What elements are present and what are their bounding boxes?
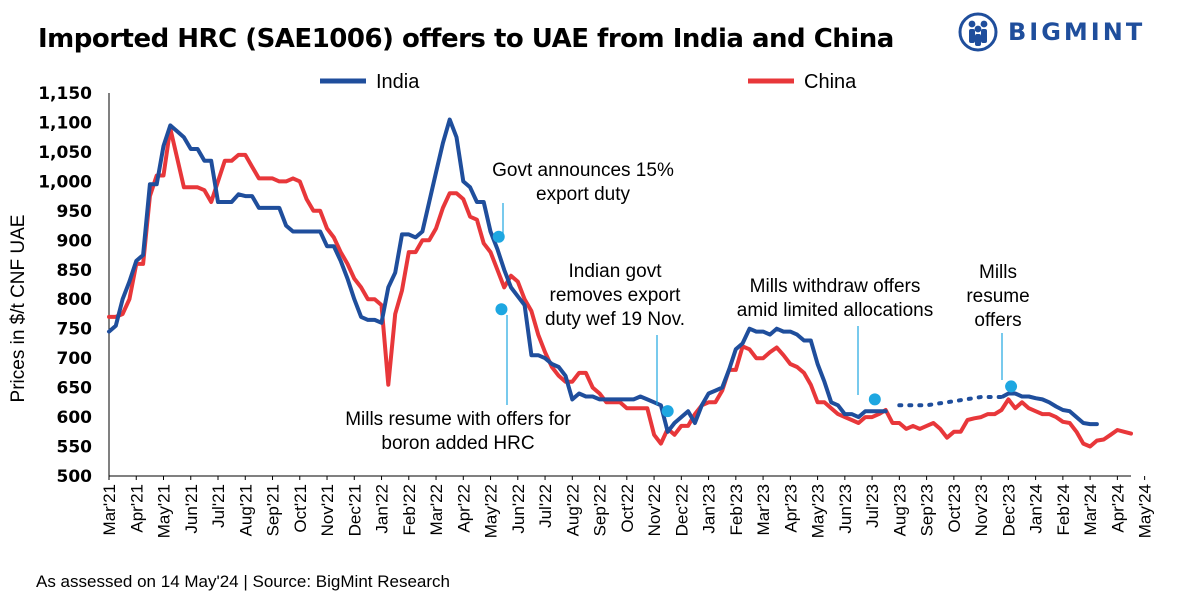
- series-layer: [107, 117, 1133, 449]
- x-tick-label: May'24: [1136, 484, 1155, 538]
- y-tick-label: 1,100: [38, 113, 92, 133]
- x-tick-label: Sep'22: [591, 484, 610, 536]
- annotation-text-line: boron added HRC: [381, 433, 534, 454]
- y-tick-label: 1,050: [38, 143, 92, 163]
- x-tick-label: Apr'22: [454, 484, 473, 533]
- brand-name: BIGMINT: [1008, 18, 1146, 46]
- y-tick-label: 750: [57, 320, 93, 340]
- x-tick-label: Jul'21: [209, 484, 228, 528]
- annotation-marker: [868, 393, 881, 406]
- y-tick-label: 650: [57, 379, 93, 399]
- annotation-2: Mills resume with offers for boron added …: [345, 303, 571, 454]
- x-tick-label: Jul'22: [536, 484, 555, 528]
- x-tick-label: Oct'22: [618, 484, 637, 533]
- legend-label-india: India: [376, 71, 420, 93]
- y-tick-label: 550: [57, 438, 93, 458]
- x-tick-label: Aug'23: [890, 484, 909, 536]
- x-tick-label: Feb'23: [727, 484, 746, 535]
- series-line-india-late: [1000, 391, 1099, 427]
- x-tick-label: Apr'23: [781, 484, 800, 533]
- annotation-text-line: Mills resume with offers for: [345, 409, 571, 430]
- x-tick-label: Aug'22: [563, 484, 582, 536]
- annotation-4: Mills withdraw offers amid limited alloca…: [737, 276, 933, 406]
- x-tick-label: Jun'21: [182, 484, 201, 534]
- annotation-text-line: offers: [974, 310, 1021, 331]
- annotation-text-line: export duty: [536, 184, 630, 205]
- people-circle-logo-icon: [958, 12, 998, 52]
- annotation-text-line: resume: [966, 286, 1029, 307]
- brand-logo: BIGMINT: [958, 10, 1145, 54]
- y-tick-label: 600: [57, 408, 93, 428]
- x-tick-label: Jan'23: [700, 484, 719, 534]
- x-tick-label: May'23: [809, 484, 828, 538]
- chart-title: Imported HRC (SAE1006) offers to UAE fro…: [38, 24, 894, 54]
- annotation-marker: [492, 230, 505, 243]
- y-axis: 500 550 600 650 700 750 800 850 900 950 1,000 1,050…: [8, 84, 110, 487]
- x-tick-label: Sep'21: [264, 484, 283, 536]
- x-tick-label: Oct'23: [945, 484, 964, 533]
- x-tick-label: Feb'22: [400, 484, 419, 535]
- annotation-text-line: duty wef 19 Nov.: [545, 309, 685, 330]
- annotation-marker: [661, 405, 674, 418]
- x-tick-label: Mar'22: [427, 484, 446, 535]
- x-tick-label: Jan'24: [1027, 484, 1046, 534]
- y-tick-label: 700: [57, 349, 93, 369]
- x-tick-label: Mar'21: [100, 484, 119, 535]
- x-tick-label: Mar'23: [754, 484, 773, 535]
- x-tick-label: Mar'24: [1081, 484, 1100, 535]
- x-tick-label: Nov'21: [318, 484, 337, 536]
- x-tick-label: Dec'23: [999, 484, 1018, 536]
- annotation-marker: [1005, 380, 1018, 393]
- x-tick-label: Dec'21: [345, 484, 364, 536]
- y-tick-label: 1,150: [38, 84, 92, 104]
- x-axis: Mar'21 Apr'21 May'21 Jun'21 Jul'21 Aug'21 Sep'…: [100, 475, 1155, 538]
- x-tick-label: Nov'22: [645, 484, 664, 536]
- series-line-india-dotted: [897, 395, 1005, 408]
- x-tick-label: Apr'21: [127, 484, 146, 533]
- y-tick-label: 900: [57, 231, 93, 251]
- x-tick-label: Dec'22: [672, 484, 691, 536]
- x-tick-label: Feb'24: [1054, 484, 1073, 535]
- y-tick-label: 800: [57, 290, 93, 310]
- annotation-marker: [495, 303, 508, 316]
- x-tick-label: May'21: [155, 484, 174, 538]
- source-footnote: As assessed on 14 May'24 | Source: BigMi…: [36, 572, 450, 591]
- annotation-layer: Govt announces 15% export duty Mills resum…: [345, 160, 1029, 454]
- x-tick-label: May'22: [482, 484, 501, 538]
- annotation-text-line: Mills withdraw offers: [750, 276, 921, 297]
- x-tick-label: Apr'24: [1108, 484, 1127, 533]
- annotation-text-line: Indian govt: [569, 261, 663, 282]
- annotation-text-line: Mills: [979, 262, 1017, 283]
- y-tick-label: 950: [57, 202, 93, 222]
- annotation-text-line: Govt announces 15%: [492, 160, 674, 181]
- x-tick-label: Jan'22: [373, 484, 392, 534]
- x-tick-label: Jun'22: [509, 484, 528, 534]
- y-axis-title: Prices in $/t CNF UAE: [8, 215, 29, 403]
- x-tick-label: Sep'23: [918, 484, 937, 536]
- legend-label-china: China: [804, 71, 857, 93]
- annotation-1: Govt announces 15% export duty: [492, 160, 674, 243]
- y-tick-label: 850: [57, 261, 93, 281]
- annotation-text-line: amid limited allocations: [737, 300, 933, 321]
- x-tick-label: Nov'23: [972, 484, 991, 536]
- chart-legend: India China: [320, 71, 857, 93]
- y-tick-label: 500: [57, 467, 93, 487]
- x-tick-label: Aug'21: [236, 484, 255, 536]
- y-tick-label: 1,000: [38, 172, 92, 192]
- x-tick-label: Jun'23: [836, 484, 855, 534]
- series-line-india: [107, 117, 888, 434]
- annotation-text-line: removes export: [550, 285, 682, 306]
- x-tick-label: Jul'23: [863, 484, 882, 528]
- annotation-5: Mills resume offers: [966, 262, 1030, 393]
- annotation-3: Indian govt removes export duty wef 19 Nov…: [545, 261, 685, 418]
- x-tick-label: Oct'21: [291, 484, 310, 533]
- series-line-china: [107, 126, 1133, 449]
